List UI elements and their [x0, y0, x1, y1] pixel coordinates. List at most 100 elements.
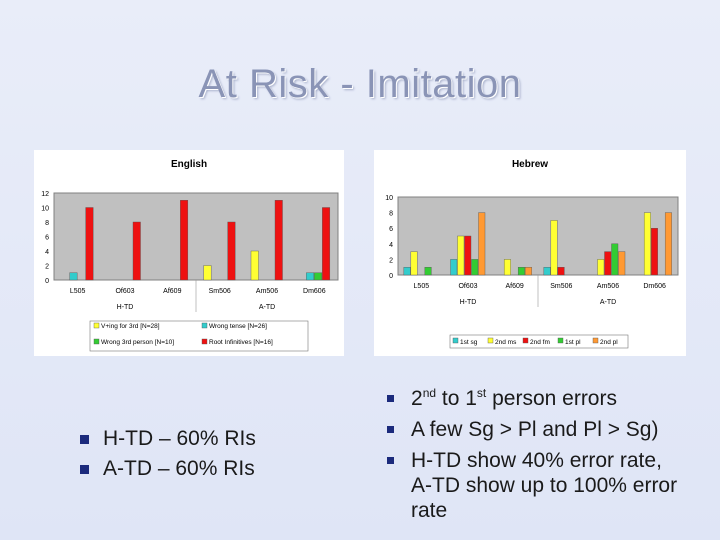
hebrew-legend-label: 2nd pl	[600, 339, 618, 346]
right-bullet-2: A few Sg > Pl and Pl > Sg)	[387, 417, 687, 442]
english-legend	[89, 320, 309, 352]
hebrew-legend	[449, 334, 629, 349]
english-bar-Dm606-s3	[322, 207, 331, 281]
hebrew-chart: Hebrew 0 2 4 6 8 10 L505 Of603 Af609 Sm506 Am506 Dm6…	[374, 150, 686, 356]
hebrew-chart-svg: Hebrew 0 2 4 6 8 10 L505 Of603 Af609 Sm506 Am506 Dm6…	[385, 159, 679, 349]
hebrew-ytick-label: 6	[389, 226, 393, 233]
hebrew-group-label: H-TD	[460, 299, 477, 306]
english-bar-Af609-s3	[180, 200, 189, 281]
hebrew-ytick-label: 2	[389, 257, 393, 264]
english-category-label: Af609	[163, 288, 181, 295]
hebrew-category-label: Dm606	[643, 283, 666, 290]
english-bar-L505-s1	[69, 272, 78, 281]
hebrew-bar-Sm506-s0	[543, 266, 551, 276]
english-bar-Am506-s0	[250, 250, 259, 281]
right-bullet-list: 2nd to 1st person errors A few Sg > Pl a…	[387, 386, 687, 529]
hebrew-legend-swatch	[487, 337, 494, 344]
left-bullet-1: H-TD – 60% RIs	[80, 424, 256, 454]
hebrew-legend-label: 2nd ms	[495, 339, 517, 346]
left-bullet-list: H-TD – 60% RIs A-TD – 60% RIs	[80, 424, 256, 484]
hebrew-legend-swatch	[557, 337, 564, 344]
hebrew-bar-L505-s0	[403, 266, 411, 276]
square-bullet-icon	[387, 426, 396, 435]
right-bullet-3-text: H-TD show 40% error rate, A-TD show up t…	[411, 449, 678, 522]
square-bullet-icon	[80, 434, 89, 444]
english-legend-label: Root Infinitives [N=16]	[209, 339, 273, 346]
hebrew-chart-title: Hebrew	[512, 159, 548, 170]
english-chart-title: English	[171, 159, 207, 170]
rb1-sup2: st	[476, 386, 487, 400]
english-category-label: Dm606	[303, 288, 326, 295]
hebrew-bar-Of603-s3	[471, 259, 479, 276]
hebrew-bar-Of603-s2	[464, 235, 472, 276]
hebrew-bar-Of603-s0	[450, 259, 458, 276]
right-bullet-1: 2nd to 1st person errors	[387, 386, 687, 411]
english-bar-Dm606-s2	[314, 272, 323, 281]
left-bullet-2: A-TD – 60% RIs	[80, 454, 256, 484]
hebrew-group-label: A-TD	[600, 299, 616, 306]
hebrew-ytick-label: 4	[389, 242, 393, 249]
english-ytick-label: 10	[41, 206, 49, 213]
hebrew-legend-label: 2nd fm	[530, 339, 550, 346]
english-category-label: L505	[70, 288, 86, 295]
hebrew-legend-swatch	[592, 337, 599, 344]
english-legend-swatch	[93, 338, 100, 345]
hebrew-bar-Of603-s1	[457, 235, 465, 276]
rb1-sup1: nd	[422, 386, 437, 400]
english-group-label: H-TD	[117, 304, 134, 311]
hebrew-category-label: Af609	[506, 283, 524, 290]
english-ytick-label: 6	[45, 235, 49, 242]
hebrew-bar-L505-s3	[424, 266, 432, 276]
square-bullet-icon	[80, 464, 89, 474]
hebrew-ytick-label: 8	[389, 211, 393, 218]
english-legend-swatch	[201, 322, 208, 329]
english-legend-label: V+ing for 3rd [N=28]	[101, 323, 160, 330]
rb1-pre: 2	[411, 387, 423, 410]
hebrew-bar-L505-s1	[410, 251, 418, 276]
english-category-label: Am506	[256, 288, 278, 295]
english-legend-swatch	[93, 322, 100, 329]
hebrew-legend-label: 1st pl	[565, 339, 581, 346]
english-category-label: Of603	[115, 288, 134, 295]
english-ytick-label: 2	[45, 264, 49, 271]
english-bar-Sm506-s0	[203, 265, 212, 281]
hebrew-legend-label: 1st sg	[460, 339, 478, 346]
english-legend-swatch	[201, 338, 208, 345]
left-bullet-1-text: H-TD – 60% RIs	[103, 427, 256, 450]
english-bar-Sm506-s3	[227, 221, 236, 281]
hebrew-ytick-label: 10	[385, 195, 393, 202]
hebrew-bar-Am506-s3	[611, 243, 619, 276]
hebrew-bar-Dm606-s1	[643, 212, 651, 276]
hebrew-category-label: L505	[414, 283, 430, 290]
hebrew-legend-swatch	[522, 337, 529, 344]
rb1-mid: to 1	[436, 387, 477, 410]
english-bar-Dm606-s1	[306, 272, 315, 281]
english-legend-label: Wrong tense [N=26]	[209, 323, 267, 330]
left-bullet-2-text: A-TD – 60% RIs	[103, 457, 255, 480]
right-bullet-2-text: A few Sg > Pl and Pl > Sg)	[411, 418, 659, 441]
english-group-label: A-TD	[259, 304, 275, 311]
english-ytick-label: 12	[41, 191, 49, 198]
hebrew-bar-Af609-s1	[503, 259, 511, 276]
english-plot-area	[53, 192, 339, 281]
square-bullet-icon	[387, 395, 396, 404]
english-bar-Of603-s3	[132, 221, 141, 281]
hebrew-ytick-label: 0	[389, 273, 393, 280]
hebrew-bar-Sm506-s2	[557, 266, 565, 276]
english-chart-svg: English 0 2 4 6 8 10 12 L505 Of603 Af609 Sm506 Am506…	[41, 159, 339, 352]
hebrew-legend-swatch	[452, 337, 459, 344]
english-chart: English 0 2 4 6 8 10 12 L505 Of603 Af609 Sm506 Am506…	[34, 150, 344, 356]
hebrew-bar-Af609-s4	[524, 266, 532, 276]
slide-title: At Risk - Imitation	[198, 62, 522, 106]
english-ytick-label: 4	[45, 249, 49, 256]
hebrew-bar-Am506-s2	[604, 251, 612, 276]
english-legend-label: Wrong 3rd person [N=10]	[101, 339, 174, 346]
right-bullet-1-text: 2nd to 1st person errors	[411, 386, 617, 411]
hebrew-category-label: Sm506	[550, 283, 572, 290]
hebrew-bar-Sm506-s1	[550, 220, 558, 276]
hebrew-bar-Dm606-s4	[664, 212, 672, 276]
rb1-post: person errors	[486, 387, 617, 410]
hebrew-category-label: Am506	[597, 283, 619, 290]
hebrew-bar-Am506-s4	[618, 251, 626, 276]
hebrew-plot-area	[397, 196, 679, 276]
